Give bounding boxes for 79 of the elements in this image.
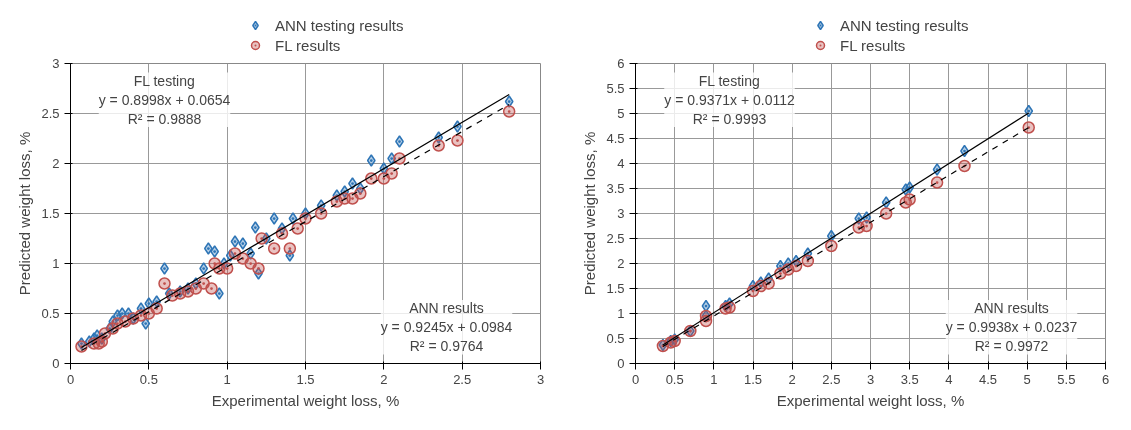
point bbox=[801, 254, 815, 268]
point bbox=[314, 207, 328, 220]
annotation: FL testing y = 0.9371x + 0.0112 R² = 0.9993 bbox=[664, 72, 795, 127]
y-tick-label: 4 bbox=[617, 156, 625, 171]
x-tick-label: 0 bbox=[66, 371, 75, 387]
x-tick-label: 0 bbox=[631, 371, 640, 387]
point bbox=[210, 245, 220, 258]
point bbox=[879, 207, 893, 220]
legend-label: FL results bbox=[275, 36, 341, 54]
y-tick-label: 0 bbox=[52, 356, 60, 371]
annotation: ANN results y = 0.9245x + 0.0984 R² = 0.9764 bbox=[380, 300, 513, 355]
annotation: ANN results y = 0.9938x + 0.0237 R² = 0.9972 bbox=[945, 300, 1078, 355]
point bbox=[158, 277, 171, 290]
x-tick-label: 0.5 bbox=[665, 371, 684, 387]
point bbox=[267, 242, 281, 255]
x-tick-label: 5 bbox=[1023, 371, 1031, 387]
x-tick-label: 3 bbox=[536, 371, 545, 387]
point bbox=[250, 221, 260, 234]
legend-label: ANN testing results bbox=[840, 16, 969, 34]
x-tick-label: 1 bbox=[710, 371, 718, 387]
y-tick-label: 5.5 bbox=[606, 81, 625, 96]
point bbox=[230, 235, 240, 248]
point bbox=[205, 282, 218, 295]
point bbox=[291, 222, 304, 235]
point bbox=[283, 242, 297, 255]
x-tick-label: 4.5 bbox=[978, 371, 998, 387]
point bbox=[432, 139, 445, 152]
annotation: FL testing y = 0.8998x + 0.0654 R² = 0.9888 bbox=[98, 72, 231, 127]
point bbox=[701, 299, 711, 313]
x-tick-label: 2.5 bbox=[822, 371, 841, 387]
point bbox=[252, 262, 265, 275]
x-tick-label: 5.5 bbox=[1057, 371, 1076, 387]
point bbox=[930, 176, 944, 189]
x-tick-label: 3.5 bbox=[900, 371, 919, 387]
x-axis-title: Experimental weight loss, % bbox=[211, 391, 400, 409]
y-tick-label: 5 bbox=[617, 106, 625, 121]
x-tick-label: 1 bbox=[223, 371, 231, 387]
y-tick-label: 1.5 bbox=[41, 206, 60, 221]
point bbox=[1022, 121, 1035, 134]
point bbox=[385, 167, 398, 180]
y-tick-label: 2.5 bbox=[606, 231, 625, 246]
point bbox=[366, 154, 376, 167]
y-tick-label: 1 bbox=[52, 256, 60, 271]
y-tick-label: 2 bbox=[52, 156, 60, 171]
y-axis-title: Predicted weight loss, % bbox=[16, 131, 34, 296]
y-tick-label: 3 bbox=[617, 206, 625, 221]
point bbox=[214, 287, 224, 300]
point bbox=[502, 105, 516, 118]
y-tick-label: 6 bbox=[617, 56, 625, 71]
x-tick-label: 4 bbox=[945, 371, 953, 387]
point bbox=[860, 219, 873, 233]
point bbox=[451, 134, 464, 147]
x-tick-label: 0.5 bbox=[139, 371, 158, 387]
point bbox=[199, 262, 209, 275]
y-tick-label: 3 bbox=[52, 56, 60, 71]
x-tick-label: 3 bbox=[866, 371, 875, 387]
legend-label: FL results bbox=[840, 36, 906, 54]
x-tick-label: 2.5 bbox=[453, 371, 472, 387]
y-tick-label: 2 bbox=[617, 256, 625, 271]
y-tick-label: 0.5 bbox=[41, 306, 60, 321]
legend-label: ANN testing results bbox=[275, 16, 404, 34]
x-tick-label: 2 bbox=[788, 371, 796, 387]
y-tick-label: 3.5 bbox=[606, 181, 625, 196]
y-tick-label: 1 bbox=[617, 306, 625, 321]
point bbox=[1024, 104, 1034, 118]
x-axis-title: Experimental weight loss, % bbox=[776, 391, 965, 409]
x-tick-label: 2 bbox=[380, 371, 388, 387]
point bbox=[903, 193, 916, 206]
x-tick-label: 6 bbox=[1101, 371, 1110, 387]
y-axis-title: Predicted weight loss, % bbox=[581, 131, 599, 296]
y-tick-label: 2.5 bbox=[41, 106, 60, 121]
x-tick-label: 1.5 bbox=[743, 371, 763, 387]
point bbox=[203, 242, 213, 255]
x-tick-label: 1.5 bbox=[296, 371, 315, 387]
y-tick-label: 0 bbox=[617, 356, 625, 371]
point bbox=[354, 187, 367, 200]
y-tick-label: 4.5 bbox=[606, 131, 625, 146]
y-tick-label: 1.5 bbox=[606, 281, 625, 296]
y-tick-label: 0.5 bbox=[606, 331, 625, 346]
